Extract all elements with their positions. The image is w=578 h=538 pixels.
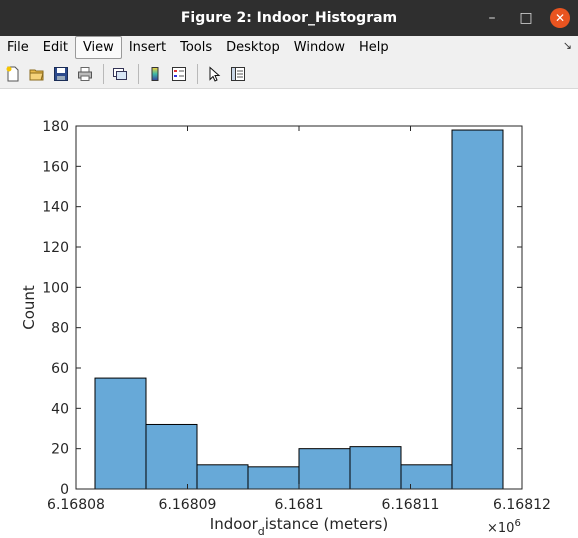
- property-inspector-icon[interactable]: [227, 63, 249, 85]
- histogram-bars: [94, 129, 504, 490]
- window-titlebar: Figure 2: Indoor_Histogram – □ ✕: [0, 0, 578, 36]
- x-tick-label: 6.1681: [275, 497, 324, 513]
- x-axis-exponent-base: ×10: [487, 521, 514, 536]
- menu-tools[interactable]: Tools: [180, 40, 213, 55]
- menu-view[interactable]: View: [74, 36, 122, 59]
- histogram-bar: [145, 423, 198, 490]
- y-tick-label: 140: [42, 200, 69, 216]
- toolbar-separator: [103, 64, 104, 84]
- window-title: Figure 2: Indoor_Histogram: [180, 10, 398, 26]
- y-tick-label: 80: [51, 321, 69, 337]
- print-icon[interactable]: [74, 63, 96, 85]
- menu-edit[interactable]: Edit: [42, 40, 68, 55]
- menu-desktop[interactable]: Desktop: [226, 40, 280, 55]
- histogram-bar: [94, 377, 147, 490]
- y-tick-label: 0: [60, 482, 69, 498]
- colorbar-icon[interactable]: [144, 63, 166, 85]
- figure-canvas[interactable]: 0 20 40 60 80 100 120 140 160 180 6.16808 6.16809 6…: [0, 89, 578, 538]
- legend-icon[interactable]: [168, 63, 190, 85]
- link-plot-icon[interactable]: [109, 63, 131, 85]
- dock-arrow-icon[interactable]: ↘: [562, 39, 572, 52]
- x-axis-label-main: Indoor: [210, 515, 259, 533]
- x-axis-exponent-power: 6: [514, 518, 520, 529]
- y-tick-label: 100: [42, 280, 69, 296]
- y-tick-label: 160: [42, 159, 69, 175]
- open-folder-icon[interactable]: [26, 63, 48, 85]
- y-tick-label: 40: [51, 401, 69, 417]
- x-tick-label: 6.16812: [493, 497, 551, 513]
- x-tick-label: 6.16811: [382, 497, 440, 513]
- histogram-bar: [451, 129, 504, 490]
- menu-help[interactable]: Help: [359, 40, 389, 55]
- y-tick-label: 60: [51, 361, 69, 377]
- histogram-bar: [400, 464, 453, 490]
- x-axis-label: Indoordistance (meters): [210, 515, 388, 538]
- x-tick-label: 6.16808: [47, 497, 105, 513]
- maximize-button[interactable]: □: [519, 10, 533, 26]
- histogram-bar: [298, 448, 351, 490]
- window-controls: – □ ✕: [482, 0, 570, 36]
- y-axis-label: Count: [20, 285, 38, 330]
- menu-insert[interactable]: Insert: [128, 40, 167, 55]
- save-icon[interactable]: [50, 63, 72, 85]
- menu-window[interactable]: Window: [293, 40, 346, 55]
- x-axis-ticks: 6.16808 6.16809 6.1681 6.16811 6.16812: [47, 126, 551, 513]
- x-tick-label: 6.16809: [159, 497, 217, 513]
- new-figure-icon[interactable]: [2, 63, 24, 85]
- toolbar-separator: [138, 64, 139, 84]
- y-tick-label: 20: [51, 442, 69, 458]
- close-button[interactable]: ✕: [550, 8, 570, 28]
- menubar: File Edit View Insert Tools Desktop Wind…: [0, 36, 578, 59]
- y-tick-label: 120: [42, 240, 69, 256]
- y-axis-ticks: 0 20 40 60 80 100 120 140 160 180: [42, 119, 522, 498]
- x-axis-label-subscript: d: [258, 525, 265, 538]
- toolbar: [0, 60, 578, 89]
- minimize-button[interactable]: –: [488, 10, 496, 26]
- histogram-bar: [196, 464, 249, 490]
- x-axis-label-rest: istance (meters): [265, 515, 388, 533]
- histogram-bar: [349, 446, 402, 490]
- menu-file[interactable]: File: [7, 40, 29, 55]
- y-tick-label: 180: [42, 119, 69, 135]
- pointer-icon[interactable]: [203, 63, 225, 85]
- histogram-bar: [247, 466, 300, 490]
- toolbar-separator: [197, 64, 198, 84]
- x-axis-exponent: ×106: [487, 518, 521, 536]
